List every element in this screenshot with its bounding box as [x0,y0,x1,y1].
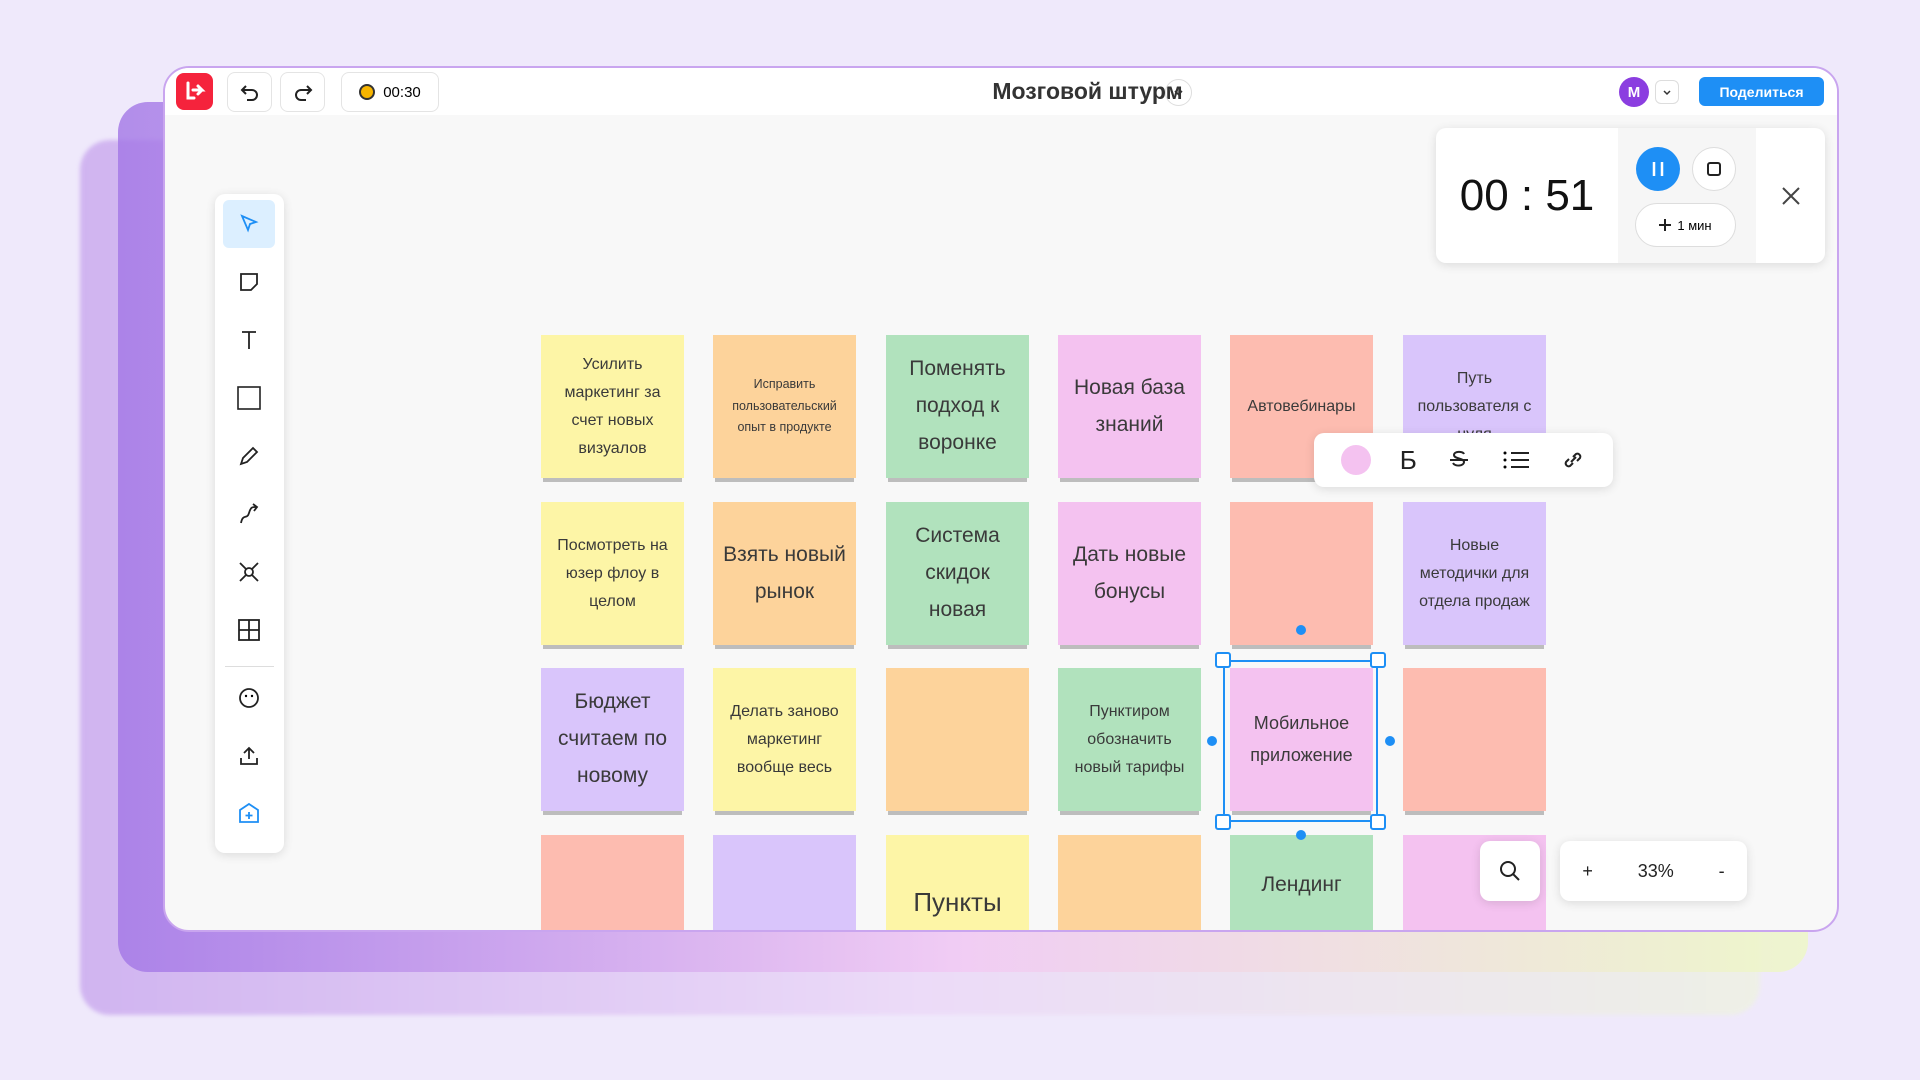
sticky-note[interactable]: Усилить маркетинг за счет новых визуалов [541,335,684,478]
title-menu[interactable] [1165,79,1192,106]
strike-button[interactable] [1446,447,1472,473]
sticky-note[interactable]: Делать заново маркетинг вообще весь [713,668,856,811]
note-text: Лендинг [1261,872,1342,896]
list-button[interactable] [1501,447,1531,473]
header: 00:30 Мозговой штурм М Поделиться [165,68,1837,115]
sticky-note[interactable]: Пункты [886,835,1029,930]
board: Усилить маркетинг за счет новых визуалов… [165,68,1837,930]
resize-handle[interactable] [1215,814,1231,830]
sticky-note[interactable] [713,835,856,930]
note-text: Система скидок новая [915,524,1000,621]
upload-tool[interactable] [225,732,273,780]
sticky-note[interactable]: Система скидок новая [886,502,1029,645]
sticky-note[interactable]: Взять новый рынок [713,502,856,645]
resize-handle[interactable] [1370,652,1386,668]
logo[interactable] [176,73,213,110]
note-text: Пунктиром обозначить новый тарифы [1074,702,1185,776]
note-text: Дать новые бонусы [1072,542,1187,603]
pause-button[interactable] [1636,147,1680,191]
timer-icon [359,84,376,100]
note-text: Новая база знаний [1074,375,1185,436]
app-window: 00:30 Мозговой штурм М Поделиться Усилит… [163,66,1839,932]
zoom-in[interactable]: + [1582,860,1593,881]
zoom-level: 33% [1637,860,1674,881]
note-text: Усилить маркетинг за счет новых визуалов [564,355,661,457]
add-minute-text: 1 мин [1677,217,1712,233]
sticky-note[interactable]: Бюджет считаем по новому [541,668,684,811]
timer-text: 00:30 [383,83,421,101]
shape-tool[interactable] [225,374,273,422]
search-button[interactable] [1480,841,1540,901]
resize-handle[interactable] [1370,814,1386,830]
zoom-out[interactable]: - [1718,860,1725,881]
connect-point[interactable] [1296,625,1306,635]
user-menu[interactable] [1655,80,1679,104]
selection-box [1223,660,1378,822]
share-button[interactable]: Поделиться [1699,77,1824,106]
left-toolbar [215,194,284,853]
bold-button[interactable]: Б [1399,444,1417,475]
board-title[interactable]: Мозговой штурм [992,78,1183,104]
timer-display: 00 : 51 [1459,170,1595,220]
stop-button[interactable] [1692,147,1736,191]
connect-point[interactable] [1207,736,1217,746]
mindmap-tool[interactable] [225,548,273,596]
sticky-note[interactable] [1058,835,1201,930]
link-button[interactable] [1560,447,1586,473]
sticky-note[interactable]: Посмотреть на юзер флоу в целом [541,502,684,645]
note-text: Бюджет считаем по новому [558,690,667,787]
sticky-note[interactable] [1403,668,1546,811]
templates-tool[interactable] [225,790,273,838]
divider [225,666,274,667]
avatar[interactable]: М [1619,77,1649,107]
note-text: Автовебинары [1247,397,1356,415]
select-tool[interactable] [223,200,275,248]
note-text: Новые методички для отдела продаж [1419,536,1530,610]
redo-button[interactable] [280,72,325,112]
sticky-note[interactable]: Новые методички для отдела продаж [1403,502,1546,645]
timer-controls: 1 мин [1618,128,1756,263]
resize-handle[interactable] [1215,652,1231,668]
note-text: Пункты [913,886,1002,917]
table-tool[interactable] [225,606,273,654]
timer-panel: 00 : 51 1 мин [1436,128,1825,263]
sticky-note[interactable]: Дать новые бонусы [1058,502,1201,645]
note-text: Поменять подход к воронке [909,357,1006,454]
text-tool[interactable] [225,316,273,364]
sticky-note[interactable]: Поменять подход к воронке [886,335,1029,478]
sticker-tool[interactable] [225,674,273,722]
add-minute-button[interactable]: 1 мин [1635,203,1736,247]
zoom-control: + 33% - [1560,841,1747,901]
sticky-note[interactable]: Лендинг [1230,835,1373,930]
note-text: Взять новый рынок [723,542,846,603]
sticky-note[interactable]: Новая база знаний [1058,335,1201,478]
sticky-note[interactable]: Исправить пользовательский опыт в продук… [713,335,856,478]
note-text: Посмотреть на юзер флоу в целом [557,536,668,610]
sticky-note[interactable]: Мобильное приложение [1230,668,1373,811]
note-text: Делать заново маркетинг вообще весь [730,702,839,776]
note-text: Мобильное приложение [1250,713,1353,765]
connect-point[interactable] [1296,830,1306,840]
undo-button[interactable] [227,72,272,112]
format-toolbar: Б [1314,433,1613,487]
timer-chip[interactable]: 00:30 [341,72,439,112]
sticky-note[interactable] [886,668,1029,811]
connector-tool[interactable] [225,490,273,538]
pen-tool[interactable] [225,432,273,480]
note-text: Исправить пользовательский опыт в продук… [732,376,837,435]
connect-point[interactable] [1385,736,1395,746]
sticky-note[interactable] [541,835,684,930]
color-picker[interactable] [1340,445,1371,475]
close-button[interactable] [1756,128,1825,263]
sticky-tool[interactable] [225,258,273,306]
sticky-note[interactable]: Пунктиром обозначить новый тарифы [1058,668,1201,811]
sticky-note[interactable] [1230,502,1373,645]
